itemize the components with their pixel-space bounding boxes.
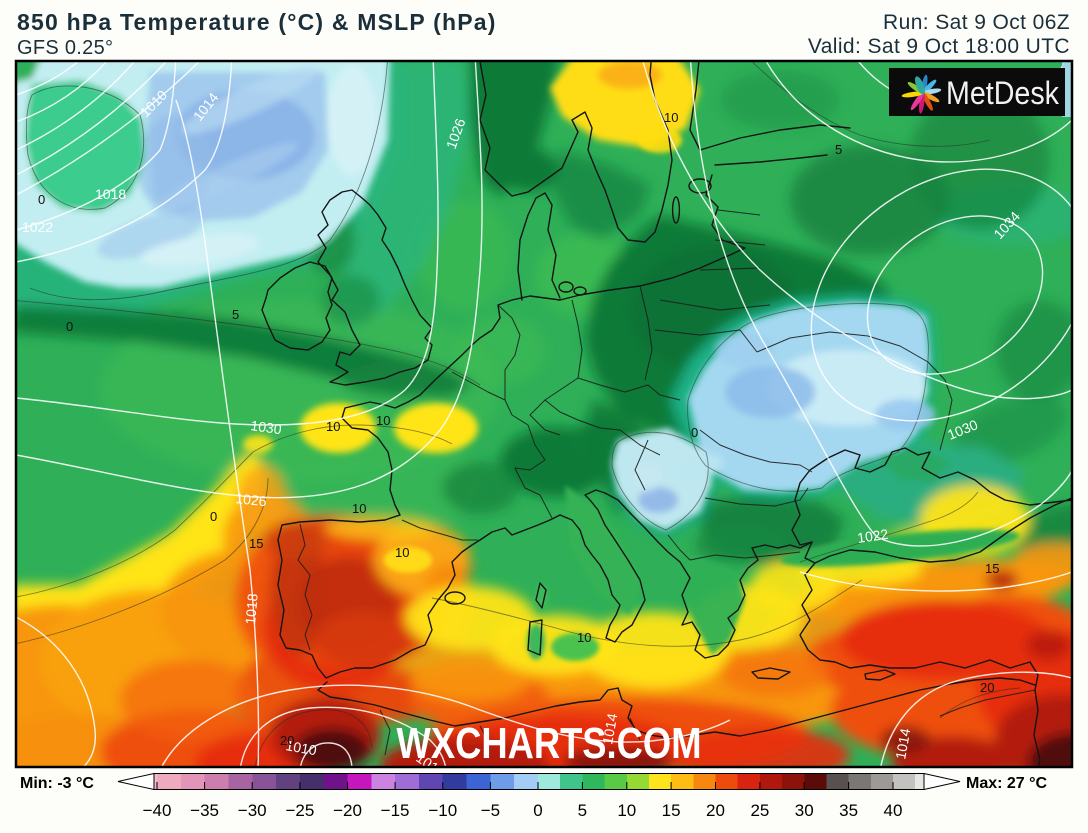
svg-text:Max: 27 °C: Max: 27 °C <box>966 775 1048 792</box>
svg-text:0: 0 <box>66 319 73 334</box>
svg-text:10: 10 <box>664 110 678 125</box>
svg-text:0: 0 <box>533 801 542 820</box>
svg-text:−10: −10 <box>428 801 457 820</box>
svg-text:1026: 1026 <box>235 490 268 509</box>
svg-text:15: 15 <box>985 561 999 576</box>
svg-text:0: 0 <box>210 509 217 524</box>
svg-text:1018: 1018 <box>95 186 126 202</box>
svg-text:1014: 1014 <box>599 712 620 746</box>
svg-text:Run: Sat 9 Oct 06Z: Run: Sat 9 Oct 06Z <box>883 11 1070 34</box>
svg-text:10: 10 <box>376 413 390 428</box>
svg-text:25: 25 <box>750 801 769 820</box>
svg-text:15: 15 <box>249 536 263 551</box>
svg-text:5: 5 <box>578 801 587 820</box>
svg-text:1022: 1022 <box>22 219 53 235</box>
svg-text:5: 5 <box>232 307 239 322</box>
svg-text:Min: -3 °C: Min: -3 °C <box>20 775 94 792</box>
svg-text:−30: −30 <box>238 801 267 820</box>
svg-text:30: 30 <box>795 801 814 820</box>
svg-text:10: 10 <box>617 801 636 820</box>
svg-text:20: 20 <box>706 801 725 820</box>
svg-text:0: 0 <box>38 192 45 207</box>
svg-text:10: 10 <box>577 630 591 645</box>
svg-text:1014: 1014 <box>892 727 913 761</box>
svg-text:20: 20 <box>280 733 294 748</box>
svg-text:−25: −25 <box>285 801 314 820</box>
svg-text:−35: −35 <box>190 801 219 820</box>
svg-text:10: 10 <box>326 419 340 434</box>
svg-text:5: 5 <box>835 142 842 157</box>
svg-text:10: 10 <box>395 545 409 560</box>
svg-text:−20: −20 <box>333 801 362 820</box>
svg-text:Valid: Sat 9 Oct 18:00 UTC: Valid: Sat 9 Oct 18:00 UTC <box>808 35 1070 58</box>
svg-text:10: 10 <box>352 501 366 516</box>
svg-text:−15: −15 <box>381 801 410 820</box>
svg-text:1018: 1018 <box>242 593 261 626</box>
svg-text:20: 20 <box>980 680 994 695</box>
svg-text:GFS 0.25°: GFS 0.25° <box>17 37 113 59</box>
svg-text:−40: −40 <box>143 801 172 820</box>
svg-text:−5: −5 <box>481 801 500 820</box>
svg-text:0: 0 <box>691 425 698 440</box>
svg-text:WXCHARTS.COM: WXCHARTS.COM <box>397 719 702 768</box>
svg-text:1030: 1030 <box>250 417 283 437</box>
svg-text:40: 40 <box>884 801 903 820</box>
svg-text:850 hPa Temperature (°C) & MSL: 850 hPa Temperature (°C) & MSLP (hPa) <box>17 9 497 35</box>
svg-text:35: 35 <box>839 801 858 820</box>
svg-text:1022: 1022 <box>856 526 889 546</box>
svg-text:MetDesk: MetDesk <box>946 75 1060 111</box>
svg-text:1010: 1010 <box>284 737 318 758</box>
svg-text:15: 15 <box>662 801 681 820</box>
